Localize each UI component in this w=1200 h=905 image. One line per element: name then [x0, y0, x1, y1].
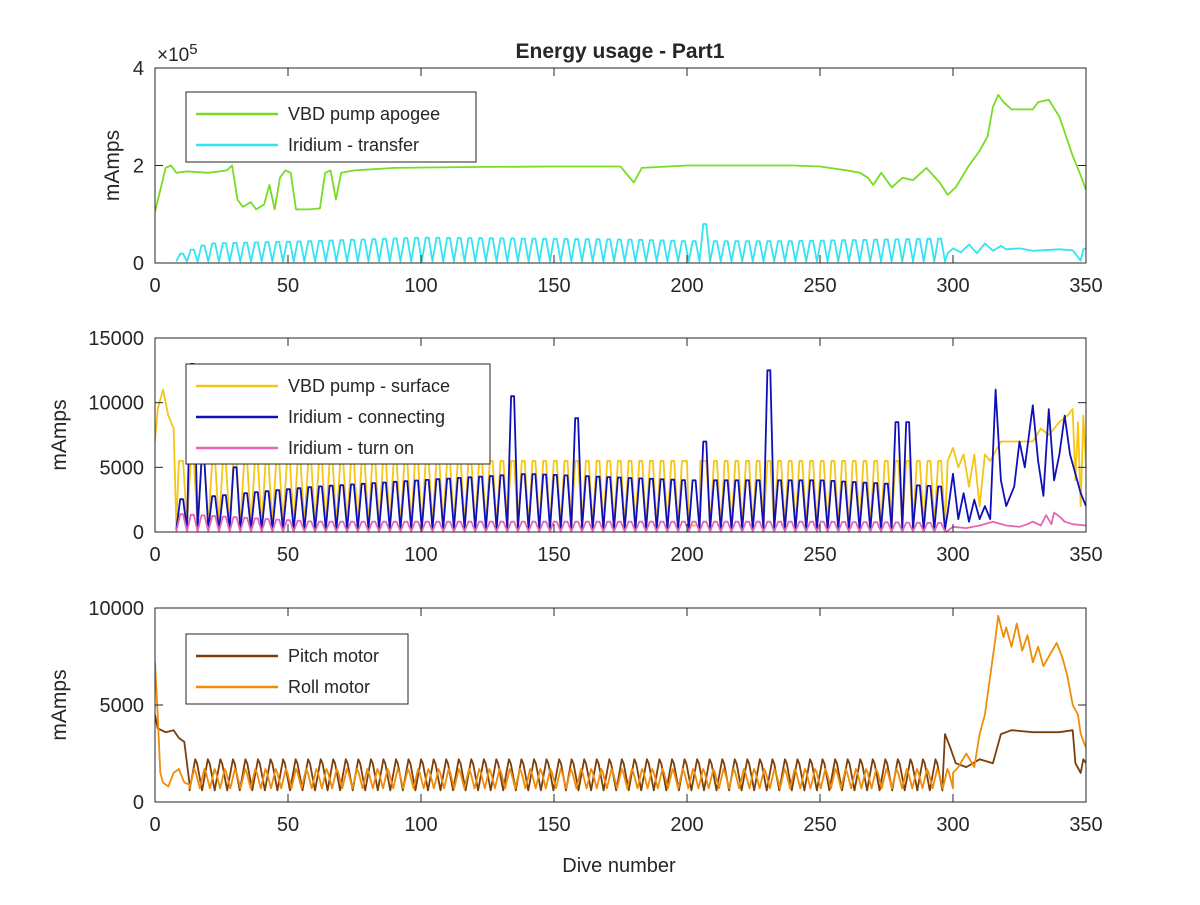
x-tick-label: 350 — [1069, 275, 1102, 297]
x-tick-label: 0 — [149, 814, 160, 836]
x-tick-label: 300 — [936, 544, 969, 566]
y-tick-label: 10000 — [88, 393, 144, 415]
y-tick-label: 15000 — [88, 328, 144, 350]
legend-box — [185, 91, 477, 163]
legend-entry: Iridium - turn on — [288, 438, 414, 458]
y-exponent-power: 5 — [189, 41, 197, 58]
subplot-3: 0 50 100 150 200 250 300 350 0 5000 10000 mAmps Pitc… — [48, 598, 1103, 836]
x-axis-label: Dive number — [562, 855, 676, 877]
x-tick-label: 50 — [277, 814, 299, 836]
x-tick-label: 150 — [537, 275, 570, 297]
series-line-2 — [175, 223, 1086, 263]
legend-entry: Iridium - connecting — [288, 407, 445, 427]
x-tick-label: 100 — [404, 275, 437, 297]
y-tick-label: 2 — [133, 156, 144, 178]
chart-title: Energy usage - Part1 — [516, 40, 725, 63]
series-line-2 — [155, 614, 1086, 790]
series-group — [155, 614, 1086, 792]
x-tick-label: 100 — [404, 814, 437, 836]
legend: Pitch motor Roll motor — [185, 633, 409, 705]
axes-box — [154, 337, 1087, 533]
x-tick-label: 50 — [277, 275, 299, 297]
y-tick-label: 4 — [133, 58, 144, 80]
legend-entry: Roll motor — [288, 677, 370, 697]
x-tick-label: 200 — [670, 275, 703, 297]
y-tick-label: 0 — [133, 522, 144, 544]
y-axis-label: mAmps — [101, 130, 124, 201]
x-tick-label: 0 — [149, 275, 160, 297]
series-line-1 — [155, 93, 1086, 213]
legend-entry: VBD pump - surface — [288, 376, 450, 396]
series-line-2 — [175, 363, 1086, 531]
x-tick-label: 50 — [277, 544, 299, 566]
y-tick-label: 0 — [133, 792, 144, 814]
x-tick-label: 350 — [1069, 544, 1102, 566]
x-tick-label: 250 — [803, 275, 836, 297]
legend-entry: VBD pump apogee — [288, 104, 440, 124]
legend-entry: Iridium - transfer — [288, 135, 419, 155]
x-tick-label: 300 — [936, 275, 969, 297]
x-tick-label: 150 — [537, 544, 570, 566]
legend: VBD pump apogee Iridium - transfer — [185, 91, 477, 163]
y-tick-label: 10000 — [88, 598, 144, 620]
subplot-2: 0 50 100 150 200 250 300 350 0 5000 10000 15000 mAmp… — [48, 328, 1103, 566]
x-tick-label: 0 — [149, 544, 160, 566]
series-line-3 — [175, 511, 1086, 532]
y-tick-label: 0 — [133, 253, 144, 275]
y-axis-label: mAmps — [48, 399, 71, 470]
y-exponent-label: ×105 — [157, 41, 198, 66]
x-tick-label: 250 — [803, 814, 836, 836]
x-tick-label: 200 — [670, 544, 703, 566]
x-tick-label: 150 — [537, 814, 570, 836]
x-tick-label: 100 — [404, 544, 437, 566]
legend-entry: Pitch motor — [288, 646, 379, 666]
legend-box — [185, 633, 409, 705]
x-tick-label: 200 — [670, 814, 703, 836]
x-tick-label: 250 — [803, 544, 836, 566]
y-tick-label: 5000 — [100, 457, 145, 479]
x-tick-label: 350 — [1069, 814, 1102, 836]
y-tick-label: 5000 — [100, 695, 145, 717]
legend: VBD pump - surface Iridium - connecting Ir… — [185, 363, 491, 465]
y-axis-label: mAmps — [48, 669, 71, 740]
subplot-1: 0 50 100 150 200 250 300 350 0 2 4 mAmps ×105 VBD pum… — [101, 41, 1103, 297]
series-group — [155, 93, 1086, 263]
x-tick-label: 300 — [936, 814, 969, 836]
